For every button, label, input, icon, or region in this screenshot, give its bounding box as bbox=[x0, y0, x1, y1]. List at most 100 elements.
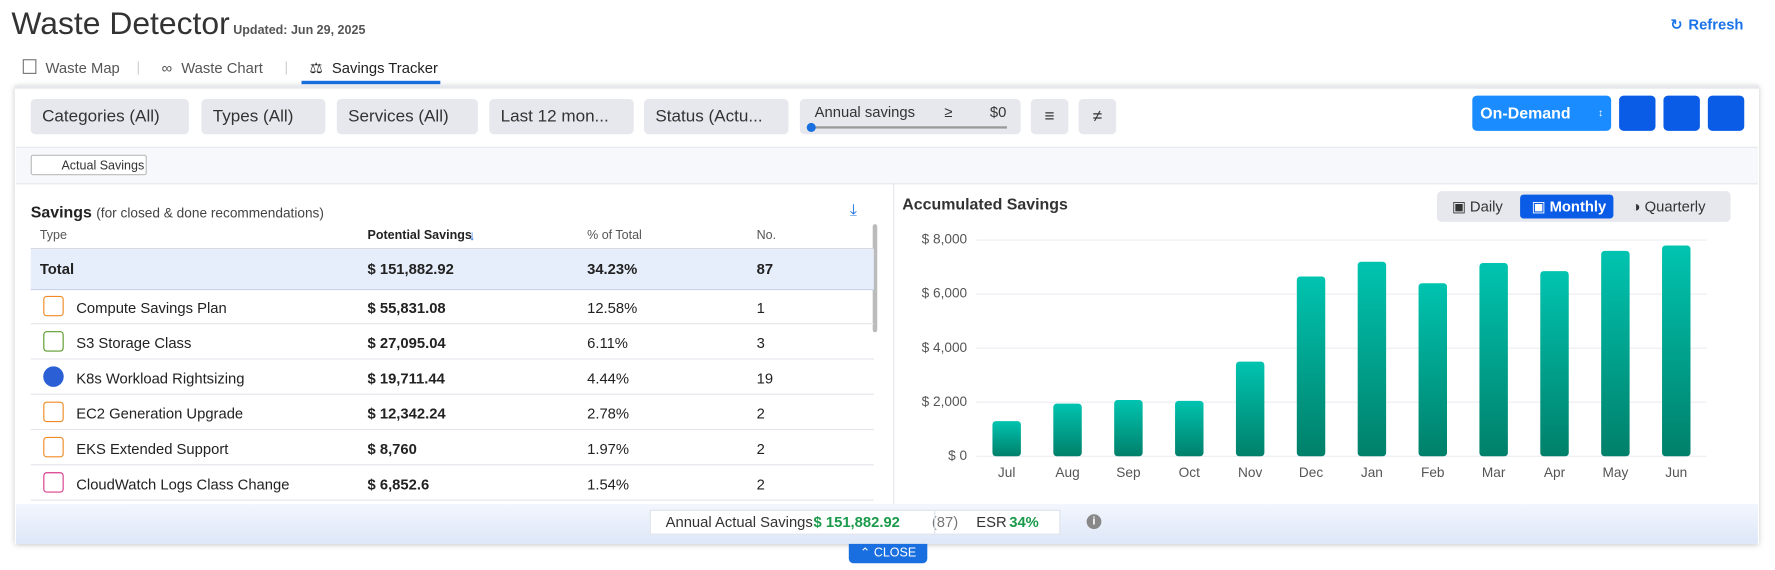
table-cell: 2 bbox=[756, 440, 765, 458]
table-cell: 2.78% bbox=[587, 405, 630, 423]
bar bbox=[1235, 361, 1265, 457]
period-label[interactable]: Quarterly bbox=[1644, 197, 1706, 216]
row-icon bbox=[43, 401, 64, 423]
table-cell: 2 bbox=[756, 475, 765, 493]
table-cell: $ 8,760 bbox=[367, 440, 417, 458]
bar bbox=[1053, 403, 1082, 457]
total-cell: 87 bbox=[756, 260, 774, 278]
icon-button[interactable] bbox=[1619, 95, 1656, 131]
pricing-label[interactable]: On-Demand bbox=[1480, 103, 1571, 122]
table-row bbox=[30, 465, 874, 501]
tab-label[interactable]: Waste Chart bbox=[181, 59, 263, 77]
table-subtitle: (for closed & done recommendations) bbox=[96, 204, 324, 221]
table-title: Savings (for closed & done recommendatio… bbox=[31, 203, 324, 221]
slider-thumb[interactable] bbox=[806, 122, 816, 132]
annual-label: Annual savings bbox=[814, 103, 915, 121]
x-tick-label: Aug bbox=[1055, 465, 1079, 480]
table-row bbox=[30, 395, 874, 431]
chart-title: Accumulated Savings bbox=[902, 194, 1068, 213]
table-cell: 4.44% bbox=[587, 369, 630, 387]
table-cell: 6.11% bbox=[587, 334, 628, 352]
table-cell: $ 6,852.6 bbox=[367, 475, 430, 493]
table-title-text: Savings bbox=[30, 202, 92, 221]
filter-dropdown[interactable]: Status (Actu... bbox=[643, 98, 789, 135]
filter-dropdown[interactable]: Categories (All) bbox=[30, 98, 189, 135]
row-icon bbox=[43, 366, 64, 387]
scrollbar bbox=[872, 224, 878, 333]
table-row bbox=[30, 360, 874, 395]
download-icon[interactable]: ⤓ bbox=[849, 200, 857, 219]
summary-count: (87) bbox=[931, 513, 959, 531]
table-cell: 1.54% bbox=[587, 475, 630, 493]
icon-button[interactable] bbox=[1663, 95, 1700, 131]
table-cell: EKS Extended Support bbox=[76, 440, 229, 458]
filter-dropdown[interactable]: Services (All) bbox=[336, 98, 478, 135]
table-cell: K8s Workload Rightsizing bbox=[76, 369, 245, 387]
bar bbox=[1540, 271, 1569, 457]
table-row bbox=[30, 430, 874, 466]
tab-label[interactable]: Savings Tracker bbox=[331, 59, 438, 77]
summary-amount: $ 151,882.92 bbox=[813, 513, 900, 531]
table-row bbox=[30, 289, 874, 325]
bar bbox=[1357, 261, 1387, 457]
period-option[interactable]: ▣ Daily bbox=[1451, 197, 1503, 216]
table-row bbox=[30, 324, 874, 360]
y-tick-label: $ 8,000 bbox=[922, 232, 968, 247]
summary-pill: Annual Actual Savings $ 151,882.92 (87) … bbox=[649, 509, 1061, 535]
tab-underline bbox=[301, 80, 441, 85]
tag[interactable]: Actual Savings bbox=[30, 154, 147, 176]
y-tick-label: $ 2,000 bbox=[922, 394, 968, 409]
tag-row bbox=[15, 146, 1758, 185]
bar bbox=[1114, 400, 1143, 457]
period-option[interactable]: ▣ Monthly bbox=[1531, 197, 1607, 216]
row-icon bbox=[43, 331, 64, 352]
x-tick-label: May bbox=[1603, 465, 1629, 480]
tab-separator: | bbox=[136, 59, 141, 76]
filter-icon[interactable]: ≡ bbox=[1030, 98, 1069, 135]
refresh-button[interactable]: ↻ Refresh bbox=[1670, 15, 1744, 33]
tab-active[interactable]: ⚖ Savings Tracker bbox=[309, 59, 438, 77]
sort-arrow: ↓ bbox=[468, 227, 476, 244]
x-tick-label: Oct bbox=[1179, 465, 1200, 480]
period-active bbox=[1520, 194, 1614, 219]
table-cell: $ 12,342.24 bbox=[367, 405, 446, 423]
total-row bbox=[30, 249, 874, 291]
refresh-label[interactable]: Refresh bbox=[1688, 15, 1744, 33]
divider bbox=[893, 183, 895, 505]
bar bbox=[1479, 263, 1508, 457]
annual-filter[interactable]: Annual savings ≥ $0 bbox=[799, 98, 1021, 135]
filter-dropdown[interactable]: Types (All) bbox=[201, 98, 326, 135]
pill-divider bbox=[934, 510, 936, 534]
row-icon bbox=[43, 295, 64, 317]
close-button[interactable]: ⌃ CLOSE bbox=[848, 543, 928, 564]
chart: $ 0 $ 2,000 $ 4,000 $ 6,000 $ 8,000 Jul Aug Sep… bbox=[922, 232, 1707, 480]
table-cell: $ 27,095.04 bbox=[367, 334, 446, 352]
tab-label[interactable]: Waste Map bbox=[45, 59, 120, 77]
period-option[interactable]: ◑ Quarterly bbox=[1631, 197, 1706, 216]
info-icon[interactable]: i bbox=[1086, 514, 1102, 530]
page-title: Waste Detector bbox=[11, 5, 230, 41]
total-cell: 34.23% bbox=[587, 260, 638, 278]
summary-label: Annual Actual Savings bbox=[665, 513, 813, 531]
bar bbox=[1296, 276, 1326, 457]
filter-dropdown[interactable]: Last 12 mon... bbox=[489, 98, 634, 135]
tab[interactable]: ∞ Waste Chart bbox=[161, 59, 263, 77]
x-tick-label: Dec bbox=[1299, 465, 1323, 480]
esr-label: ESR bbox=[976, 513, 1007, 531]
pricing-select[interactable]: On-Demand ↕ bbox=[1472, 95, 1612, 131]
clear-filter-icon[interactable]: ≠ bbox=[1078, 98, 1117, 135]
table-cell: $ 55,831.08 bbox=[367, 299, 446, 317]
y-tick-label: $ 6,000 bbox=[922, 286, 968, 301]
tab[interactable]: Waste Map bbox=[22, 59, 120, 77]
icon-button[interactable] bbox=[1707, 95, 1745, 131]
period-label[interactable]: Daily bbox=[1469, 197, 1503, 216]
header-line bbox=[30, 248, 874, 250]
table-cell: EC2 Generation Upgrade bbox=[76, 405, 244, 423]
table-cell: 1 bbox=[756, 299, 765, 317]
column-header: Potential Savings bbox=[367, 228, 472, 243]
close-label[interactable]: CLOSE bbox=[873, 546, 917, 560]
period-label[interactable]: Monthly bbox=[1549, 197, 1607, 216]
tab-separator: | bbox=[284, 59, 289, 76]
column-header: Type bbox=[39, 228, 67, 243]
